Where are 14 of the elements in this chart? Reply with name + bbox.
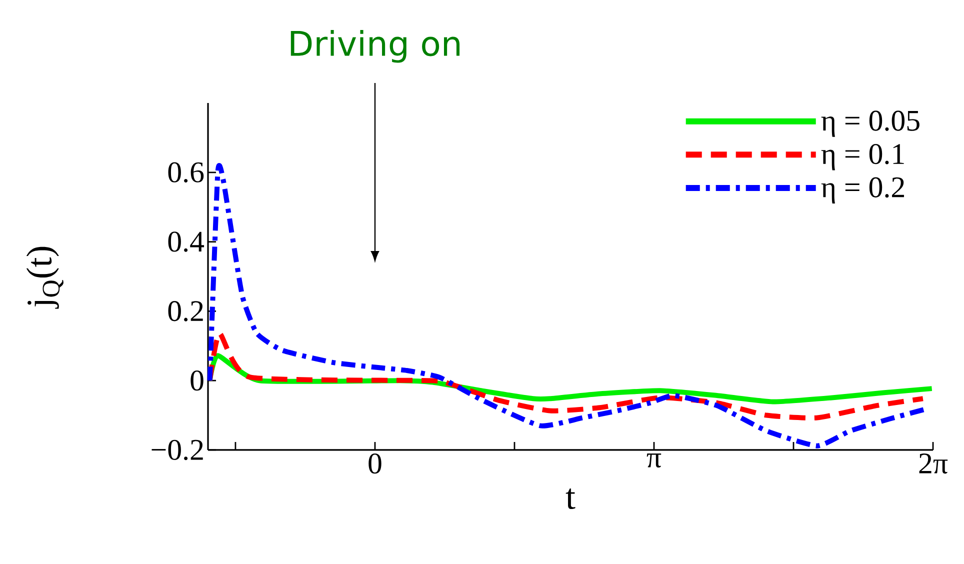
y-tick-label: 0.6 [168,162,204,183]
y-tick-label: 0.2 [168,301,203,322]
y-tick-label: −0.2 [152,440,203,460]
y-tick-label: 0.4 [168,232,204,252]
legend-label: η = 0.05 [821,110,920,137]
x-tick-label: π [646,454,662,468]
legend-label: η = 0.2 [821,177,904,204]
x-tick-label: 0 [368,454,382,474]
y-tick-label: 0 [190,370,204,391]
y-axis-title: j$_{Q}$(t) [26,246,64,309]
legend-label: η = 0.1 [821,144,904,170]
text: Driving on [290,30,460,63]
x-axis-title: t [566,488,576,510]
x-tick-label: 2π [919,454,948,474]
